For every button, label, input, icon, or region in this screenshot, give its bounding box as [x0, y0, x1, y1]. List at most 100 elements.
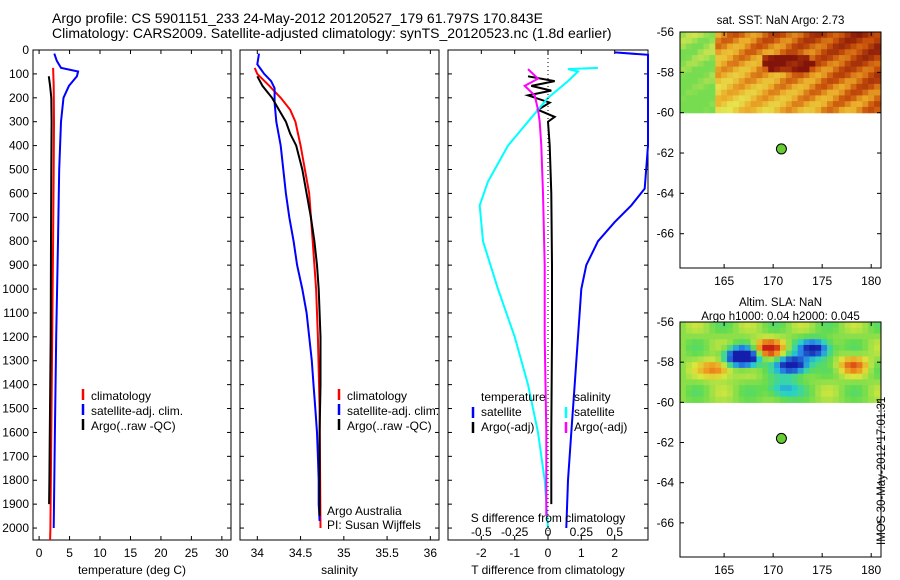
map-cell: [874, 60, 881, 68]
map-cell: [721, 367, 728, 375]
map-cell: [809, 367, 816, 375]
map-cell: [803, 373, 811, 380]
map-cell: [780, 362, 787, 369]
map-cell: [680, 49, 687, 56]
map-cell: [780, 60, 787, 68]
map-cell: [780, 32, 787, 39]
map-cell: [838, 367, 846, 375]
map-cell: [703, 396, 711, 403]
map-cell: [856, 37, 863, 45]
map-cell: [709, 83, 716, 91]
y-tick-label: -64: [657, 186, 675, 200]
map-cell: [703, 43, 711, 50]
map-cell: [874, 49, 881, 56]
map-cell: [727, 333, 734, 340]
x-tick-label: 2: [611, 546, 618, 560]
map-cell: [827, 350, 834, 358]
map-cell: [756, 89, 763, 96]
legend-label: Argo(..raw -QC): [91, 419, 176, 433]
map-cell: [768, 95, 775, 102]
map-cell: [768, 89, 775, 96]
map-cell: [791, 385, 799, 392]
x-tick-label: 165: [714, 274, 734, 288]
x-top-tick-label: 0: [545, 525, 552, 539]
map-cell: [691, 327, 699, 335]
map-cell: [697, 362, 705, 369]
map-cell: [850, 60, 858, 68]
map-cell: [868, 385, 875, 392]
map-cell: [862, 83, 869, 91]
map-cell: [862, 106, 869, 114]
map-cell: [750, 101, 758, 108]
map-cell: [874, 396, 881, 403]
map-cell: [691, 37, 699, 45]
map-cell: [791, 89, 799, 96]
x-tick-label: 170: [763, 563, 783, 577]
map-cell: [703, 322, 711, 329]
map-cell: [791, 106, 799, 114]
map-cell: [709, 385, 716, 392]
map-cell: [815, 327, 822, 335]
map-cell: [709, 78, 716, 85]
map-cell: [821, 49, 828, 56]
map-cell: [750, 83, 758, 91]
x-tick-label: 170: [763, 274, 783, 288]
map-cell: [685, 95, 693, 102]
map-cell: [791, 72, 799, 79]
map-cell: [768, 396, 775, 403]
map-cell: [815, 396, 822, 403]
map-cell: [680, 344, 687, 352]
map-cell: [868, 327, 875, 335]
map-cell: [803, 55, 811, 62]
map-cell: [844, 49, 852, 56]
map-cell: [774, 344, 781, 352]
map-cell: [774, 362, 781, 369]
map-cell: [827, 106, 834, 114]
map-cell: [691, 396, 699, 403]
map-cell: [821, 396, 828, 403]
map-cell: [727, 373, 734, 380]
map-cell: [768, 356, 775, 363]
map-cell: [797, 385, 805, 392]
map-cell: [809, 60, 816, 68]
y-tick-label: 700: [9, 210, 29, 224]
map-cell: [838, 66, 846, 73]
map-cell: [785, 49, 793, 56]
map-cell: [838, 37, 846, 45]
map-cell: [832, 66, 840, 73]
legend-label: climatology: [91, 389, 151, 403]
map-cell: [691, 32, 699, 39]
map-cell: [715, 362, 722, 369]
map-cell: [821, 390, 828, 398]
map-cell: [727, 60, 734, 68]
series-line: [523, 68, 548, 517]
y-tick-label: 900: [9, 258, 29, 272]
map-cell: [856, 367, 863, 375]
map-cell: [774, 101, 781, 108]
map-cell: [785, 362, 793, 369]
map-cell: [685, 83, 693, 91]
map-cell: [862, 356, 869, 363]
map-cell: [738, 356, 746, 363]
map-cell: [697, 37, 705, 45]
map-cell: [868, 95, 875, 102]
y-tick-label: -58: [657, 65, 675, 79]
map-cell: [744, 66, 752, 73]
map-cell: [744, 390, 752, 398]
map-cell: [797, 367, 805, 375]
map-cell: [715, 379, 722, 386]
map-cell: [709, 66, 716, 73]
map-cell: [738, 106, 746, 114]
map-cell: [727, 379, 734, 386]
map-cell: [744, 350, 752, 358]
map-cell: [838, 32, 846, 39]
map-cell: [791, 356, 799, 363]
map-cell: [732, 327, 740, 335]
map-cell: [685, 72, 693, 79]
map-cell: [821, 66, 828, 73]
map-cell: [691, 356, 699, 363]
map-cell: [744, 373, 752, 380]
map-cell: [803, 379, 811, 386]
map-cell: [821, 106, 828, 114]
map-cell: [774, 95, 781, 102]
